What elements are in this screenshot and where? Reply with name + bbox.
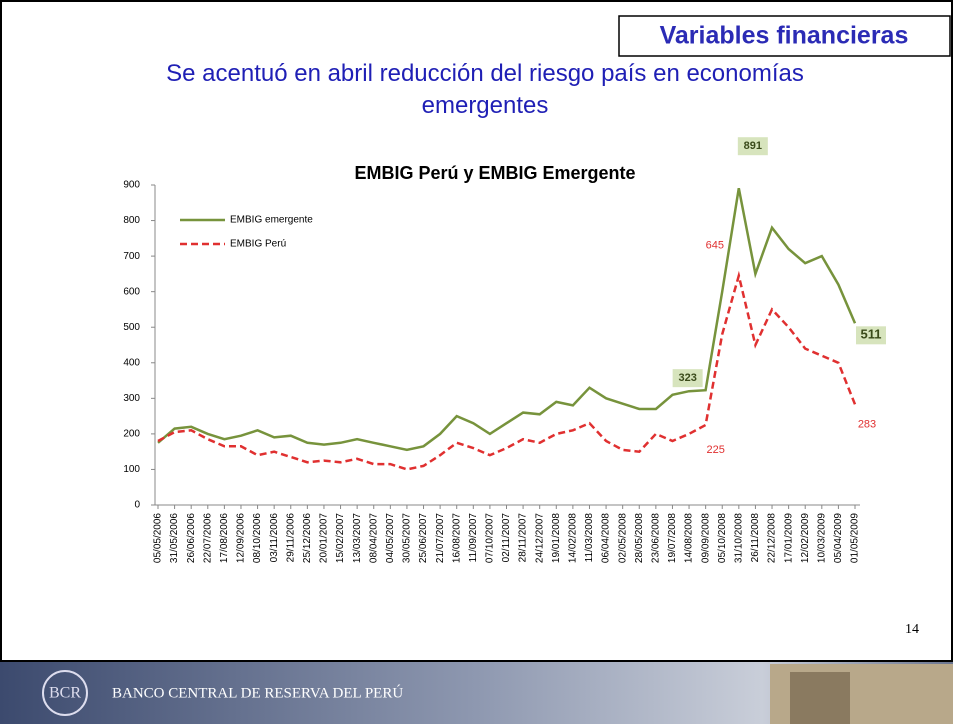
x-tick-label: 28/05/2008 [634, 513, 645, 563]
legend-label: EMBIG Perú [230, 239, 286, 250]
series-line [158, 276, 855, 470]
data-label: 645 [706, 240, 724, 252]
data-label: 891 [744, 140, 762, 152]
x-tick-label: 01/05/2009 [850, 513, 861, 563]
logo-mark: BCR [49, 685, 81, 702]
x-tick-label: 22/12/2008 [767, 513, 778, 563]
x-tick-label: 05/05/2006 [153, 513, 164, 563]
data-label: 511 [861, 327, 882, 342]
x-tick-label: 06/04/2008 [601, 513, 612, 563]
page-number: 14 [905, 622, 919, 637]
x-tick-label: 13/03/2007 [352, 513, 363, 563]
x-tick-label: 03/11/2006 [269, 513, 280, 563]
y-tick-label: 300 [123, 393, 140, 404]
series-line [158, 188, 855, 450]
x-tick-label: 25/12/2006 [302, 513, 313, 563]
x-tick-label: 08/04/2007 [368, 513, 379, 563]
heading-box: Se acentuó en abril reducción del riesgo… [60, 58, 910, 138]
x-tick-label: 19/01/2008 [551, 513, 562, 563]
data-label: 225 [706, 444, 724, 456]
x-tick-label: 12/09/2006 [236, 513, 247, 563]
x-tick-label: 20/01/2007 [319, 513, 330, 563]
x-tick-label: 07/10/2007 [485, 513, 496, 563]
x-tick-label: 21/07/2007 [435, 513, 446, 563]
y-tick-label: 0 [134, 500, 140, 511]
footer-photo-detail [790, 672, 850, 724]
x-tick-label: 02/05/2008 [617, 513, 628, 563]
x-tick-label: 31/10/2008 [733, 513, 744, 563]
x-tick-label: 09/09/2008 [700, 513, 711, 563]
x-tick-label: 23/06/2008 [650, 513, 661, 563]
y-tick-label: 800 [123, 215, 140, 226]
x-tick-label: 28/11/2007 [518, 513, 529, 563]
x-tick-label: 10/03/2009 [816, 513, 827, 563]
x-tick-label: 05/10/2008 [717, 513, 728, 563]
slide-heading: Se acentuó en abril reducción del riesgo… [60, 58, 910, 122]
x-tick-label: 11/03/2008 [584, 513, 595, 563]
legend-label: EMBIG emergente [230, 215, 313, 226]
x-tick-label: 24/12/2007 [534, 513, 545, 563]
x-tick-label: 30/05/2007 [402, 513, 413, 563]
x-tick-label: 12/02/2009 [800, 513, 811, 563]
x-tick-label: 15/02/2007 [335, 513, 346, 563]
x-tick-label: 26/06/2006 [186, 513, 197, 563]
slide-tag: Variables financieras [660, 22, 909, 50]
x-tick-label: 05/04/2009 [833, 513, 844, 563]
x-tick-label: 26/11/2008 [750, 513, 761, 563]
y-tick-label: 200 [123, 429, 140, 440]
x-tick-label: 17/01/2009 [783, 513, 794, 563]
x-tick-label: 19/07/2008 [667, 513, 678, 563]
data-label: 283 [858, 418, 876, 430]
x-tick-label: 31/05/2006 [169, 513, 180, 563]
y-tick-label: 600 [123, 286, 140, 297]
footer-text: BANCO CENTRAL DE RESERVA DEL PERÚ [112, 684, 403, 701]
y-tick-label: 500 [123, 322, 140, 333]
x-tick-label: 04/05/2007 [385, 513, 396, 563]
x-tick-label: 17/08/2006 [219, 513, 230, 563]
y-tick-label: 900 [123, 180, 140, 191]
x-tick-label: 16/08/2007 [451, 513, 462, 563]
chart: Variables financieras Se acentuó en abri… [0, 0, 953, 724]
x-tick-label: 29/11/2006 [285, 513, 296, 563]
x-tick-label: 11/09/2007 [468, 513, 479, 563]
x-tick-label: 22/07/2006 [202, 513, 213, 563]
y-tick-label: 400 [123, 357, 140, 368]
data-label: 323 [678, 372, 696, 384]
x-tick-label: 14/08/2008 [684, 513, 695, 563]
slide: Variables financieras Se acentuó en abri… [0, 0, 953, 724]
x-tick-label: 14/02/2008 [568, 513, 579, 563]
chart-title: EMBIG Perú y EMBIG Emergente [354, 163, 635, 183]
x-tick-label: 02/11/2007 [501, 513, 512, 563]
x-tick-label: 25/06/2007 [418, 513, 429, 563]
x-tick-label: 08/10/2006 [252, 513, 263, 563]
y-tick-label: 700 [123, 251, 140, 262]
y-tick-label: 100 [123, 464, 140, 475]
